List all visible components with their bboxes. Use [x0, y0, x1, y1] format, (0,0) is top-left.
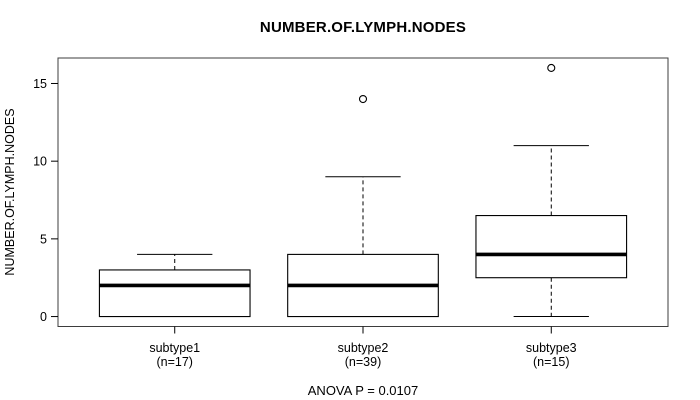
chart-title: NUMBER.OF.LYMPH.NODES: [259, 19, 467, 36]
outlier-point: [358, 94, 368, 104]
y-tick-label: 10: [33, 155, 47, 169]
x-group-sublabel: (n=15): [533, 355, 569, 369]
iqr-box: [98, 269, 251, 318]
x-group-label: subtype2: [338, 341, 389, 355]
iqr-box: [475, 215, 628, 279]
y-axis-title: NUMBER.OF.LYMPH.NODES: [3, 108, 17, 276]
y-tick-label: 5: [40, 232, 47, 246]
x-group-label: subtype1: [149, 341, 200, 355]
x-group-sublabel: (n=17): [156, 355, 192, 369]
x-group-label: subtype3: [526, 341, 577, 355]
x-group-sublabel: (n=39): [345, 355, 381, 369]
outlier-point: [547, 63, 556, 72]
y-tick-label: 0: [40, 310, 47, 324]
anova-p-annotation: ANOVA P = 0.0107: [307, 383, 419, 398]
y-tick-label: 15: [33, 77, 47, 91]
